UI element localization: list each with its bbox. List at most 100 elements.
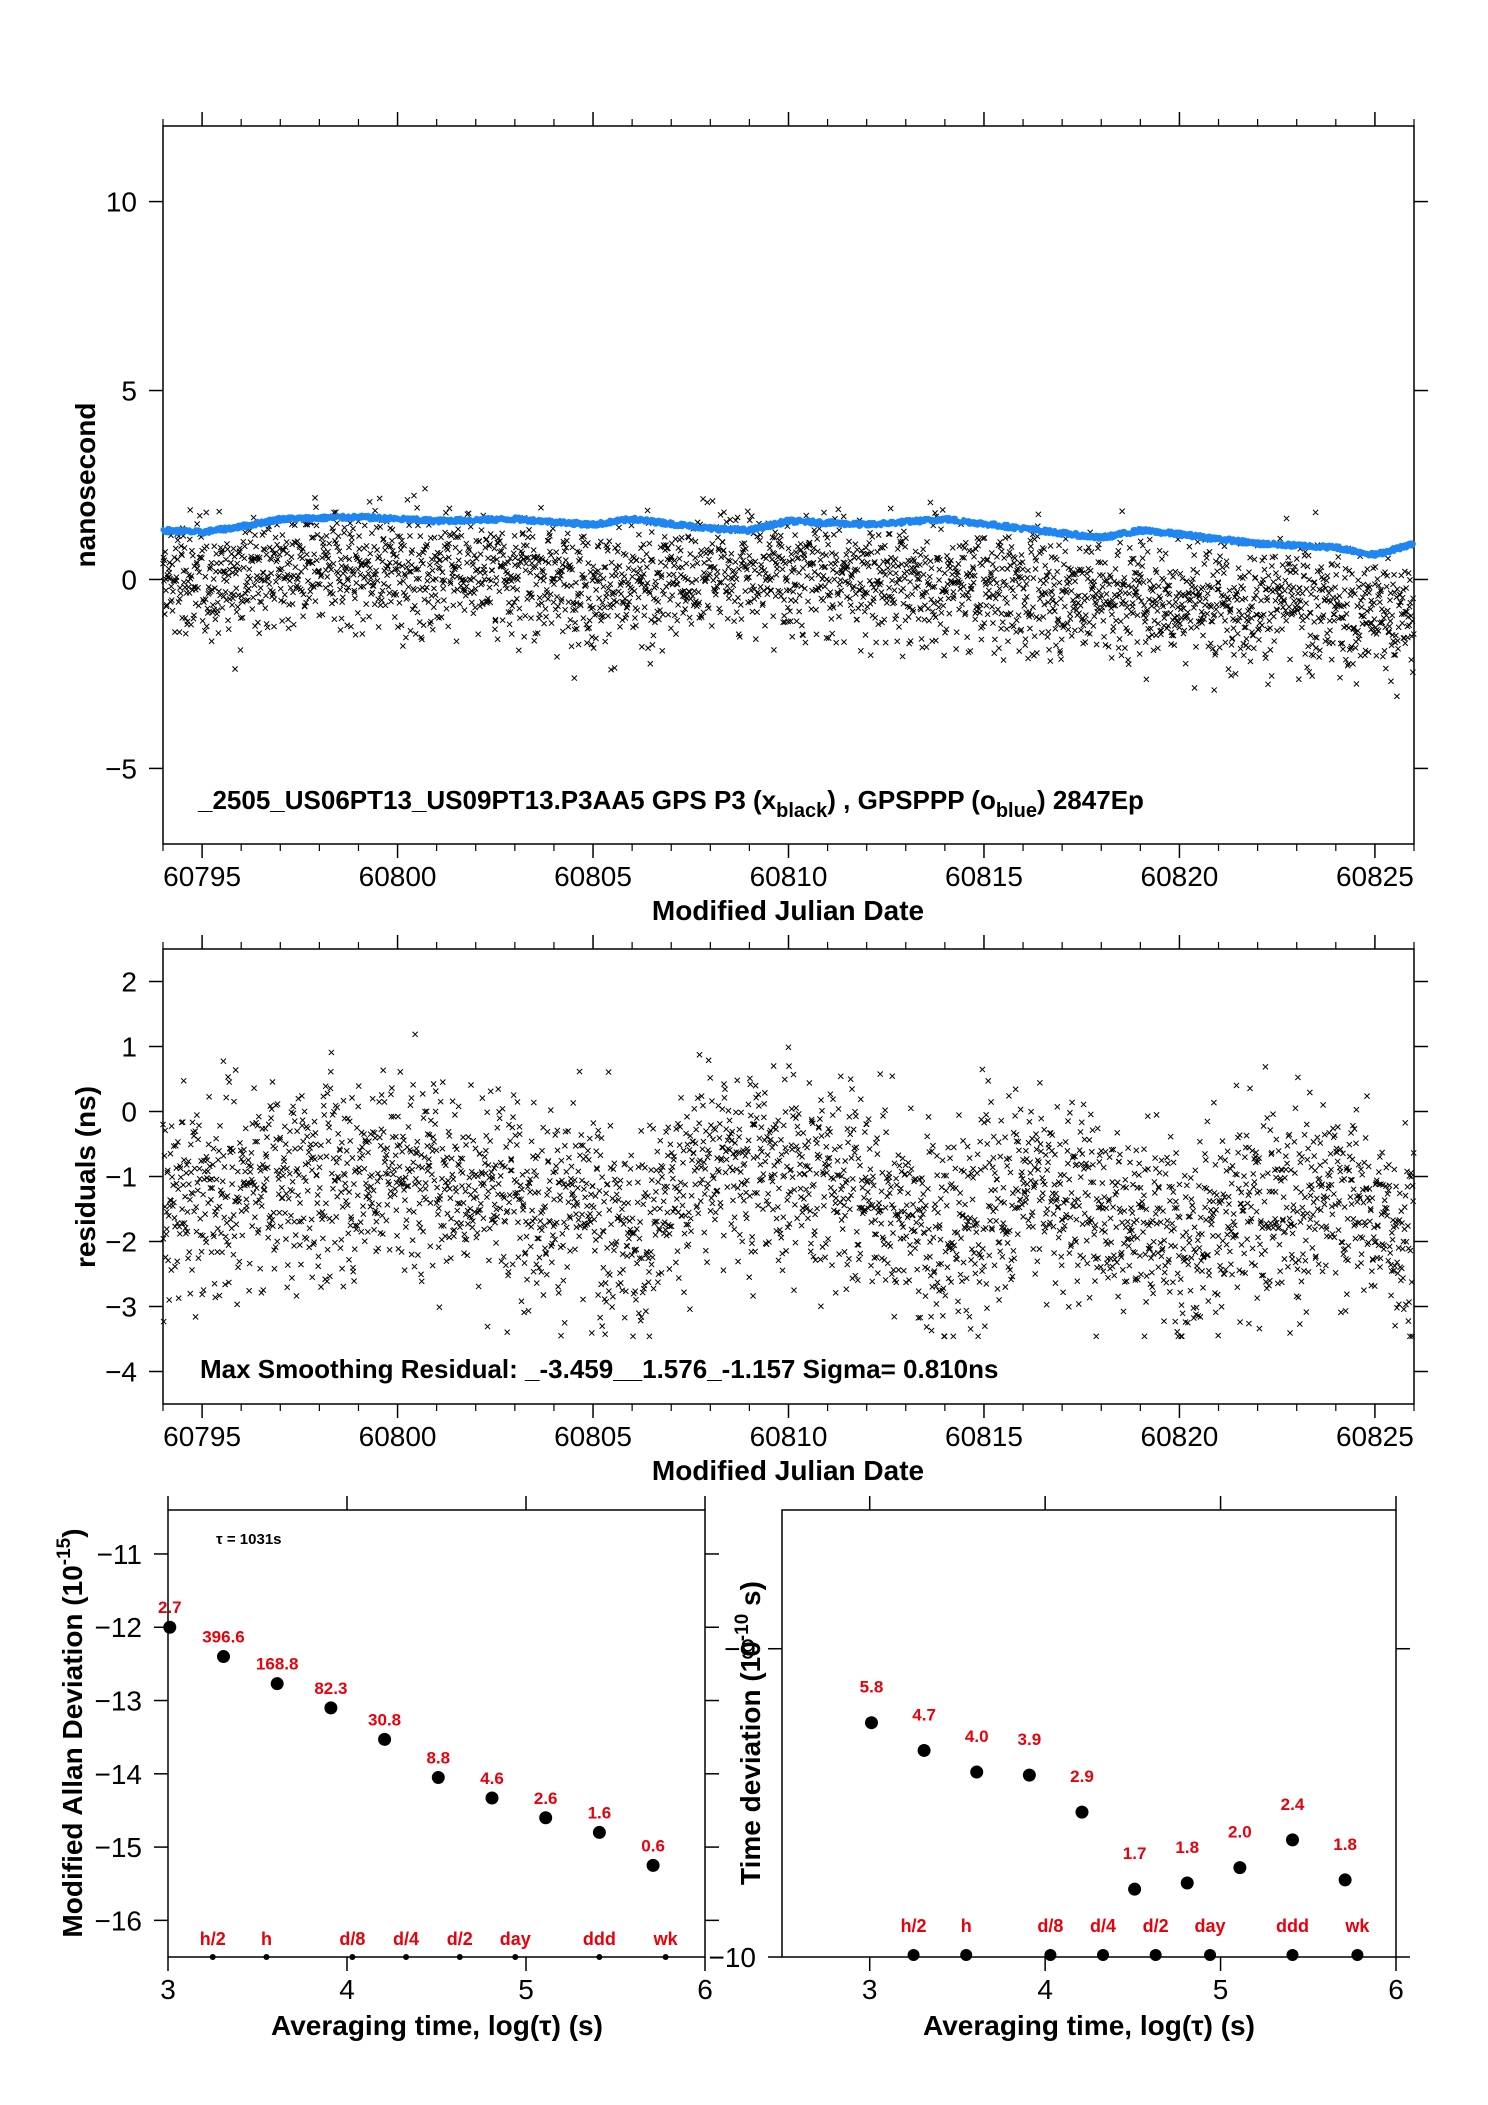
x-marker bbox=[1333, 571, 1340, 578]
x-marker bbox=[596, 605, 603, 612]
x-marker bbox=[890, 563, 897, 569]
x-marker bbox=[396, 579, 403, 586]
x-marker bbox=[1101, 633, 1108, 640]
x-marker bbox=[846, 538, 853, 545]
x-marker bbox=[1307, 609, 1314, 616]
x-marker bbox=[1036, 596, 1043, 603]
x-marker bbox=[522, 567, 529, 574]
x-marker bbox=[1328, 656, 1335, 663]
x-marker bbox=[1295, 676, 1302, 683]
x-marker bbox=[395, 571, 402, 578]
x-marker bbox=[1267, 625, 1274, 632]
x-marker bbox=[444, 546, 451, 553]
x-marker bbox=[1119, 508, 1126, 515]
x-marker bbox=[1283, 515, 1290, 522]
x-marker bbox=[477, 551, 484, 558]
x-marker bbox=[1355, 577, 1362, 584]
x-marker bbox=[443, 605, 450, 612]
x-marker bbox=[1023, 581, 1030, 587]
x-marker bbox=[192, 1313, 199, 1320]
x-marker bbox=[750, 561, 757, 568]
x-marker bbox=[299, 545, 306, 552]
x-marker bbox=[366, 498, 373, 505]
x-marker bbox=[892, 556, 899, 563]
x-marker bbox=[1283, 617, 1290, 624]
x-marker bbox=[451, 588, 458, 594]
x-marker bbox=[539, 568, 546, 575]
x-marker bbox=[862, 631, 869, 638]
x-marker bbox=[283, 539, 290, 546]
x-marker bbox=[688, 537, 695, 544]
x-marker bbox=[490, 554, 497, 561]
x-marker bbox=[1202, 595, 1209, 602]
x-marker bbox=[1182, 660, 1189, 667]
x-marker bbox=[967, 647, 974, 654]
x-marker bbox=[285, 616, 292, 623]
x-marker bbox=[577, 555, 584, 562]
x-marker bbox=[553, 549, 560, 556]
x-marker bbox=[180, 1077, 187, 1084]
x-marker bbox=[558, 596, 565, 603]
x-marker bbox=[241, 543, 248, 550]
x-marker bbox=[1031, 633, 1038, 640]
x-marker bbox=[182, 615, 189, 622]
x-marker bbox=[1334, 562, 1341, 569]
x-marker bbox=[568, 582, 575, 589]
x-marker bbox=[717, 511, 724, 518]
x-marker bbox=[1399, 620, 1406, 627]
x-marker bbox=[529, 594, 535, 601]
x-marker bbox=[1220, 570, 1227, 576]
x-marker bbox=[224, 1193, 231, 1199]
x-marker bbox=[504, 570, 511, 577]
x-marker bbox=[1318, 564, 1325, 571]
x-marker bbox=[576, 549, 583, 556]
x-marker bbox=[397, 546, 404, 553]
x-marker bbox=[171, 554, 178, 561]
x-marker bbox=[229, 1181, 236, 1188]
x-marker bbox=[1223, 562, 1230, 569]
x-marker bbox=[1268, 563, 1275, 570]
x-marker bbox=[1234, 630, 1241, 637]
x-marker bbox=[488, 577, 495, 584]
x-marker bbox=[519, 530, 526, 536]
x-marker bbox=[580, 615, 587, 622]
x-marker bbox=[335, 570, 341, 577]
x-marker bbox=[447, 580, 454, 587]
x-marker bbox=[191, 612, 197, 619]
x-marker bbox=[279, 618, 286, 624]
x-marker bbox=[1309, 673, 1316, 679]
x-marker bbox=[1044, 633, 1051, 640]
x-marker bbox=[734, 514, 741, 521]
x-marker bbox=[259, 532, 266, 538]
x-marker bbox=[627, 591, 634, 598]
x-marker bbox=[1388, 678, 1394, 685]
x-marker bbox=[937, 621, 944, 628]
x-marker bbox=[1291, 598, 1298, 605]
x-marker bbox=[689, 593, 696, 600]
x-marker bbox=[1066, 579, 1073, 586]
x-marker bbox=[1056, 579, 1063, 586]
x-marker bbox=[415, 551, 422, 558]
x-marker bbox=[300, 613, 307, 620]
x-tick-label: 60825 bbox=[1336, 861, 1414, 892]
x-marker bbox=[451, 566, 458, 573]
x-marker bbox=[193, 1112, 200, 1119]
x-marker bbox=[1211, 687, 1218, 693]
x-marker bbox=[643, 564, 650, 571]
x-marker bbox=[673, 631, 679, 637]
x-marker bbox=[1072, 578, 1079, 585]
x-marker bbox=[1076, 610, 1082, 617]
x-marker bbox=[161, 557, 168, 564]
x-marker bbox=[210, 1145, 217, 1152]
x-marker bbox=[456, 563, 463, 570]
x-marker bbox=[1265, 572, 1272, 579]
x-marker bbox=[1032, 566, 1039, 572]
x-marker bbox=[168, 597, 175, 604]
x-marker bbox=[1379, 653, 1386, 660]
x-marker bbox=[335, 533, 342, 540]
x-marker bbox=[769, 556, 775, 563]
x-marker bbox=[1030, 604, 1036, 611]
x-marker bbox=[346, 530, 353, 537]
x-marker bbox=[887, 570, 894, 576]
x-marker bbox=[688, 620, 695, 627]
